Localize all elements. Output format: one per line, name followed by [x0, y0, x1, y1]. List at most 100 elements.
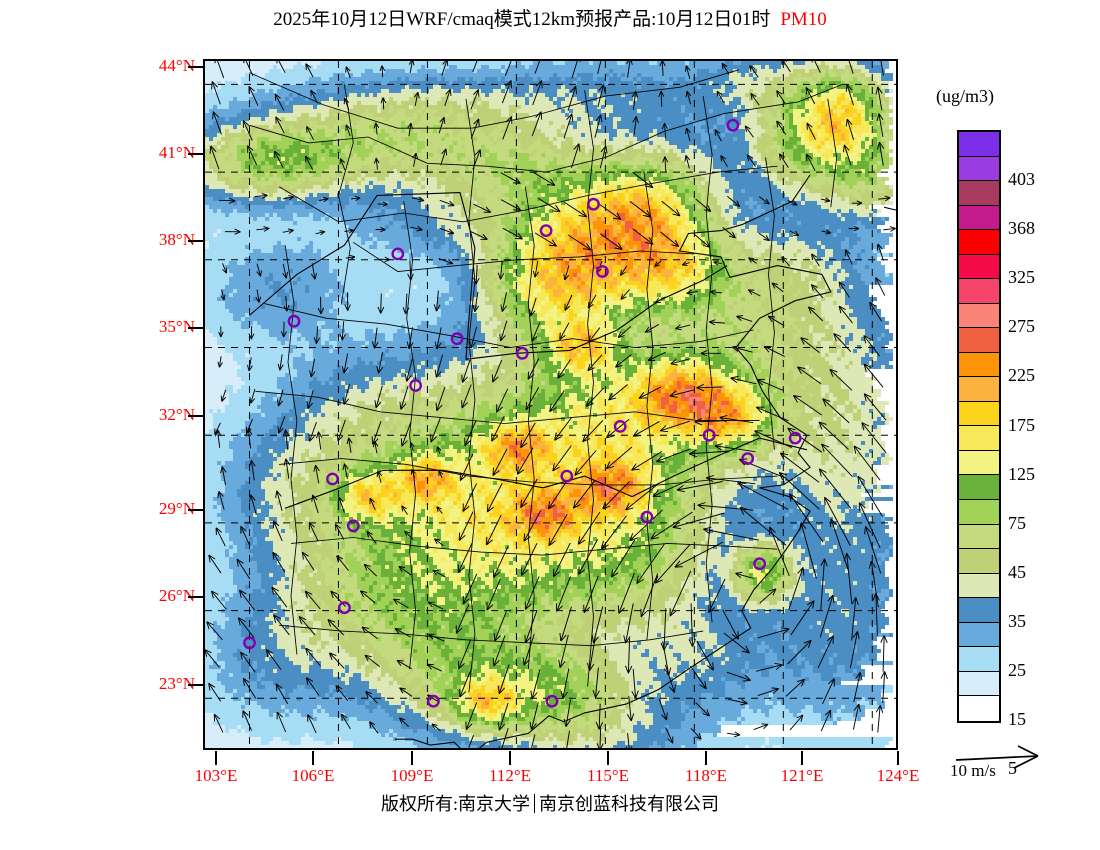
city-station-marker[interactable]	[587, 197, 600, 211]
wind-vector-arrow	[674, 541, 724, 568]
wind-vector-arrow	[470, 89, 480, 110]
city-station-marker[interactable]	[560, 469, 574, 483]
wind-vector-arrow	[864, 526, 882, 574]
city-station-marker[interactable]	[391, 247, 405, 261]
wind-vector-arrow	[276, 711, 287, 733]
colorbar-tick-175: 175	[1008, 414, 1035, 435]
wind-vector-arrow	[306, 126, 315, 141]
colorbar-swatch	[959, 475, 999, 500]
wind-vector-arrow	[208, 682, 222, 702]
wind-vector-arrow	[339, 158, 346, 171]
wind-vector-arrow	[465, 702, 478, 731]
wind-vector-arrow	[875, 704, 884, 733]
wind-vector-arrow	[587, 294, 597, 309]
wind-vector-arrow	[461, 359, 471, 383]
city-station-marker[interactable]	[613, 419, 627, 433]
wind-vector-arrow	[694, 234, 711, 248]
wind-vector-arrow	[522, 633, 535, 666]
colorbar[interactable]	[957, 130, 1001, 723]
wind-vector-arrow	[768, 526, 790, 577]
wind-vector-arrow	[469, 326, 478, 349]
city-station-marker[interactable]	[326, 472, 339, 486]
wind-vector-arrow	[644, 323, 660, 333]
city-station-marker[interactable]	[788, 431, 802, 445]
city-station-marker[interactable]	[515, 346, 529, 360]
colorbar-swatch	[959, 328, 999, 353]
title-species-label: PM10	[780, 9, 827, 30]
wind-vector-arrow	[737, 482, 789, 510]
wind-vector-arrow	[750, 92, 760, 106]
wind-vector-arrow	[444, 88, 452, 107]
lon-tick-mark	[215, 751, 217, 765]
city-station-marker[interactable]	[287, 314, 301, 328]
city-station-marker[interactable]	[640, 510, 654, 524]
city-station-marker[interactable]	[539, 224, 553, 238]
wind-vector-arrow	[811, 253, 820, 267]
colorbar-swatch	[959, 499, 999, 525]
colorbar-swatch	[959, 696, 999, 721]
colorbar-swatch	[959, 230, 999, 255]
city-station-marker[interactable]	[726, 118, 740, 132]
wind-vector-arrow	[375, 226, 386, 233]
city-station-marker[interactable]	[753, 557, 766, 571]
wind-vector-arrow	[211, 81, 221, 105]
wind-vector-arrow	[433, 290, 441, 312]
wind-vector-arrow	[843, 144, 852, 166]
wind-vector-arrow	[249, 494, 257, 516]
wind-vector-arrow	[398, 565, 412, 576]
wind-vector-arrow	[336, 555, 349, 571]
wind-vector-arrow	[318, 197, 329, 203]
city-station-marker[interactable]	[595, 265, 609, 278]
city-station-marker[interactable]	[346, 519, 360, 533]
wind-vector-arrow	[753, 723, 769, 731]
wind-vector-arrow	[669, 389, 695, 398]
wind-vector-arrow	[652, 478, 693, 497]
wind-vector-arrow	[732, 345, 753, 353]
colorbar-swatch	[959, 671, 999, 697]
city-station-marker[interactable]	[426, 694, 440, 708]
wind-vector-arrow	[697, 502, 754, 511]
wind-vector-arrow	[785, 678, 805, 697]
wind-vector-arrow	[345, 124, 351, 137]
wind-vector-arrow	[310, 263, 318, 280]
wind-vector-arrow	[563, 113, 574, 139]
wind-vector-arrow	[373, 122, 380, 135]
wind-vector-arrow	[787, 199, 798, 206]
wind-vector-arrow	[342, 383, 350, 405]
wind-vector-arrow	[527, 358, 540, 380]
colorbar-swatch	[959, 156, 999, 182]
city-station-marker[interactable]	[450, 332, 464, 346]
wind-vector-arrow	[863, 335, 881, 357]
map-plot-area[interactable]	[203, 59, 898, 750]
administrative-border	[765, 157, 775, 450]
wind-vector-arrow	[373, 157, 380, 170]
city-station-marker[interactable]	[337, 601, 351, 615]
city-station-marker[interactable]	[741, 452, 755, 465]
wind-vector-arrow	[363, 563, 378, 577]
wind-vector-arrow	[315, 230, 326, 236]
wind-vector-arrow	[530, 668, 541, 700]
wind-vector-arrow	[623, 603, 634, 644]
wind-vector-arrow	[407, 122, 413, 137]
city-station-marker[interactable]	[545, 694, 559, 708]
lon-tick-label-115: 115°E	[586, 766, 630, 785]
wind-vector-arrow	[529, 297, 537, 317]
wind-vector-arrow	[434, 354, 444, 378]
city-station-marker[interactable]	[702, 428, 716, 442]
wind-vector-arrow	[401, 505, 408, 515]
lat-tick-mark	[188, 66, 203, 68]
wind-vector-arrow	[209, 145, 220, 170]
wind-vector-arrow	[820, 709, 832, 732]
wind-vector-arrow	[400, 421, 412, 447]
colorbar-swatch	[959, 254, 999, 280]
city-station-marker[interactable]	[243, 636, 256, 650]
colorbar-swatch	[959, 205, 999, 231]
wind-vector-arrow	[806, 122, 816, 140]
administrative-border	[702, 96, 713, 623]
wind-vector-arrow	[306, 389, 314, 409]
wind-vector-arrow	[346, 437, 353, 453]
wind-vector-arrow	[844, 249, 853, 265]
wind-vector-arrow	[317, 296, 325, 315]
city-station-marker[interactable]	[409, 379, 423, 392]
wind-vector-arrow	[217, 490, 225, 510]
